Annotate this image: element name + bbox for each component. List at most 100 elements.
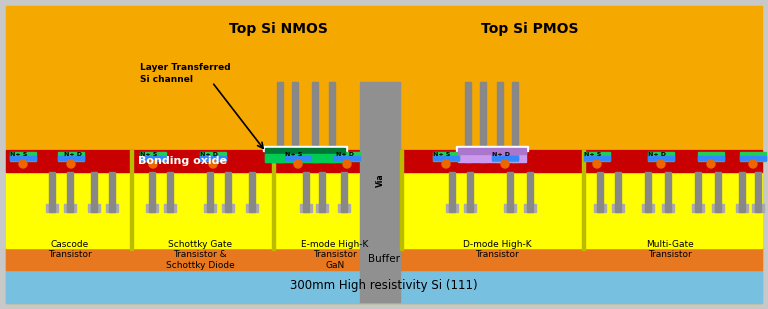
Bar — [739, 172, 745, 212]
Circle shape — [657, 160, 665, 168]
Text: N+ S: N+ S — [140, 152, 157, 157]
Bar — [49, 172, 55, 212]
Text: N+ S: N+ S — [10, 152, 28, 157]
Text: Via: Via — [376, 173, 385, 187]
Bar — [329, 82, 335, 162]
Text: N+ D: N+ D — [64, 152, 82, 157]
Text: Top Si NMOS: Top Si NMOS — [229, 22, 327, 36]
Bar — [698, 156, 724, 160]
Bar — [167, 172, 173, 212]
Circle shape — [501, 160, 509, 168]
Bar — [755, 172, 761, 212]
Bar — [58, 156, 84, 160]
Bar — [106, 204, 118, 212]
Bar — [594, 204, 606, 212]
Bar — [265, 148, 345, 154]
Bar — [6, 270, 762, 303]
Bar — [338, 204, 350, 212]
Text: N+ D: N+ D — [648, 152, 666, 157]
Text: N+ S: N+ S — [285, 152, 303, 157]
Bar — [6, 248, 762, 270]
Bar — [303, 172, 309, 212]
Bar — [285, 152, 311, 161]
Bar — [449, 172, 455, 212]
Bar — [492, 156, 518, 160]
Bar — [200, 156, 226, 160]
Text: Schottky Gate
Transistor &
Schottky Diode: Schottky Gate Transistor & Schottky Diod… — [166, 240, 234, 270]
Bar — [642, 204, 654, 212]
Bar — [400, 150, 403, 250]
Bar — [433, 152, 459, 161]
Bar — [341, 172, 347, 212]
Bar — [64, 204, 76, 212]
Text: 300mm High resistivity Si (111): 300mm High resistivity Si (111) — [290, 280, 478, 293]
Bar — [662, 204, 674, 212]
Bar — [10, 152, 36, 161]
Bar — [334, 156, 360, 160]
Bar — [6, 150, 762, 248]
Bar — [207, 172, 213, 212]
Bar — [334, 152, 360, 161]
Bar — [263, 146, 347, 151]
Bar — [615, 172, 621, 212]
Bar — [527, 172, 533, 212]
Bar — [458, 148, 526, 154]
Bar — [400, 150, 762, 172]
Bar — [225, 172, 231, 212]
Bar — [597, 172, 603, 212]
Bar — [265, 148, 345, 162]
Bar — [752, 204, 764, 212]
Circle shape — [19, 160, 27, 168]
Circle shape — [149, 160, 157, 168]
Bar — [265, 154, 345, 162]
Circle shape — [67, 160, 75, 168]
Bar — [222, 204, 234, 212]
Text: N+ S: N+ S — [433, 152, 450, 157]
Circle shape — [707, 160, 715, 168]
Text: Cascode
Transistor: Cascode Transistor — [48, 240, 92, 259]
Bar — [130, 150, 133, 250]
Text: Bonding oxide: Bonding oxide — [138, 156, 227, 166]
Circle shape — [343, 160, 351, 168]
Bar — [715, 172, 721, 212]
Bar — [67, 172, 73, 212]
Text: Layer Transferred: Layer Transferred — [140, 64, 230, 73]
Text: N+ S: N+ S — [584, 152, 601, 157]
Circle shape — [294, 160, 302, 168]
Bar — [692, 204, 704, 212]
Bar — [300, 204, 312, 212]
Bar — [6, 150, 360, 172]
Circle shape — [749, 160, 757, 168]
Bar — [584, 156, 610, 160]
Bar — [695, 172, 701, 212]
Bar — [204, 204, 216, 212]
Bar — [464, 204, 476, 212]
Bar — [109, 172, 115, 212]
Bar — [458, 148, 526, 162]
Bar — [292, 82, 298, 162]
Bar — [91, 172, 97, 212]
Bar — [584, 152, 610, 161]
Bar — [480, 82, 486, 162]
Bar — [316, 204, 328, 212]
Bar — [88, 204, 100, 212]
Bar — [492, 152, 518, 161]
Circle shape — [442, 160, 450, 168]
Text: N+ D: N+ D — [200, 152, 218, 157]
Bar — [612, 204, 624, 212]
Bar — [446, 204, 458, 212]
Bar — [740, 152, 766, 161]
Bar — [497, 82, 503, 162]
Bar — [58, 152, 84, 161]
Bar — [272, 150, 275, 250]
Text: N+ D: N+ D — [492, 152, 510, 157]
Bar — [648, 156, 674, 160]
Bar — [149, 172, 155, 212]
Bar — [360, 82, 400, 302]
Bar — [712, 204, 724, 212]
Bar — [246, 204, 258, 212]
Bar — [319, 172, 325, 212]
Bar — [10, 156, 36, 160]
Text: D-mode High-K
Transistor: D-mode High-K Transistor — [462, 240, 531, 259]
Bar — [140, 152, 166, 161]
